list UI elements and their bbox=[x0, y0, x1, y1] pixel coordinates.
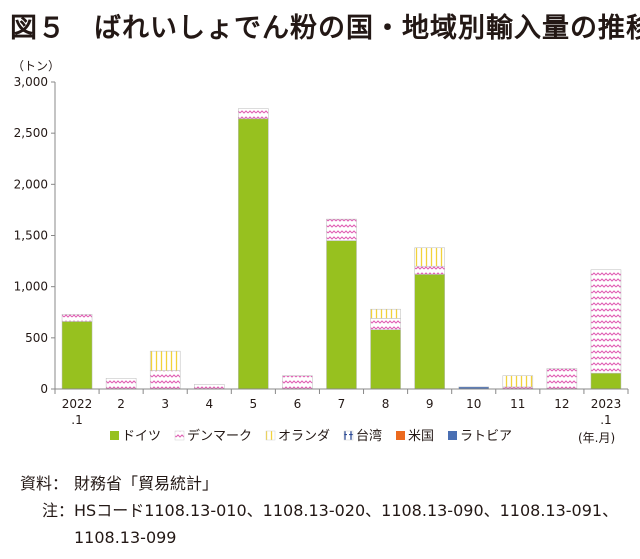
bar-chart: （トン） 0 500 1,000 1,500 2,000 2,500 3,000 2022.… bbox=[12, 59, 629, 445]
bar-segment bbox=[194, 384, 225, 390]
x-axis: 2022 .1 2 3 4 5 6 7 8 9 10 11 12 2023 .1 bbox=[54, 388, 629, 427]
x-tick-label: 10 bbox=[466, 397, 481, 411]
bar-segment bbox=[546, 368, 578, 390]
source-label: 資料： bbox=[20, 474, 69, 493]
legend-label: デンマーク bbox=[187, 428, 252, 444]
legend-label: オランダ bbox=[278, 429, 330, 444]
legend-swatch bbox=[396, 431, 405, 440]
bar-segment bbox=[502, 375, 534, 388]
legend-swatch bbox=[265, 430, 276, 441]
bar-segment bbox=[414, 265, 445, 275]
note-text-continued: 1108.13-099 bbox=[74, 528, 177, 547]
bar-segment bbox=[61, 321, 93, 390]
y-tick-label: 3,000 bbox=[14, 75, 48, 89]
x-tick-label: 4 bbox=[205, 397, 213, 411]
x-tick-label: .1 bbox=[71, 413, 82, 427]
bar-segment bbox=[238, 108, 269, 120]
bar-segment bbox=[282, 375, 313, 390]
bar-segment bbox=[149, 370, 181, 390]
x-unit-label: (年.月) bbox=[578, 431, 615, 445]
legend: ドイツ デンマーク オランダ 台湾 米国 ラトビア bbox=[110, 428, 512, 444]
bar-segment bbox=[370, 308, 401, 319]
y-tick-label: 2,500 bbox=[14, 126, 48, 140]
note-label: 注： bbox=[41, 501, 74, 520]
x-tick-label: 12 bbox=[554, 397, 569, 411]
bar-segment bbox=[414, 247, 445, 267]
y-axis: 0 500 1,000 1,500 2,000 2,500 3,000 bbox=[14, 75, 56, 396]
bar-segment bbox=[326, 218, 357, 241]
bar-segment bbox=[105, 378, 137, 390]
bar-segment bbox=[370, 329, 401, 390]
bar-segment bbox=[414, 274, 445, 390]
legend-label: 台湾 bbox=[356, 428, 382, 444]
y-tick-label: 0 bbox=[40, 382, 48, 396]
x-tick-label: 2022 bbox=[62, 397, 93, 411]
bar-segment bbox=[370, 318, 401, 330]
bars bbox=[61, 108, 622, 390]
bar-segment bbox=[590, 372, 622, 390]
legend-swatch bbox=[448, 431, 457, 440]
y-unit-label: （トン） bbox=[12, 59, 60, 73]
bar-segment bbox=[238, 118, 269, 390]
x-tick-label: 3 bbox=[161, 397, 169, 411]
y-tick-label: 1,500 bbox=[14, 229, 48, 243]
legend-label: ラトビア bbox=[460, 429, 512, 444]
x-tick-label: 9 bbox=[426, 397, 434, 411]
legend-swatch bbox=[343, 430, 354, 441]
x-tick-label: .1 bbox=[600, 413, 611, 427]
source-text: 財務省「貿易統計」 bbox=[74, 474, 219, 493]
x-tick-label: 2 bbox=[117, 397, 125, 411]
x-tick-label: 2023 bbox=[591, 397, 622, 411]
legend-swatch bbox=[174, 430, 185, 441]
chart-title: 図５ ばれいしょでん粉の国・地域別輸入量の推移 bbox=[10, 13, 640, 44]
bar-segment bbox=[149, 350, 181, 371]
note-text: HSコード1108.13-010、1108.13-020、1108.13-090… bbox=[74, 501, 619, 520]
x-tick-label: 7 bbox=[338, 397, 346, 411]
bar-segment bbox=[326, 240, 357, 390]
y-tick-label: 500 bbox=[25, 331, 48, 345]
hs-code-note: 注：HSコード1108.13-010、1108.13-020、1108.13-0… bbox=[20, 497, 618, 524]
bar-segment bbox=[590, 269, 622, 374]
bar-segment bbox=[61, 314, 93, 322]
x-tick-label: 11 bbox=[510, 397, 525, 411]
legend-label: ドイツ bbox=[122, 429, 161, 444]
x-tick-label: 6 bbox=[294, 397, 302, 411]
y-tick-label: 2,000 bbox=[14, 177, 48, 191]
x-tick-label: 8 bbox=[382, 397, 390, 411]
legend-label: 米国 bbox=[408, 429, 434, 444]
source-note: 資料： 財務省「貿易統計」 bbox=[20, 470, 618, 497]
footnotes: 資料： 財務省「貿易統計」 注：HSコード1108.13-010、1108.13-… bbox=[20, 470, 618, 551]
legend-swatch bbox=[110, 431, 119, 440]
y-tick-label: 1,000 bbox=[14, 280, 48, 294]
x-tick-label: 5 bbox=[250, 397, 258, 411]
